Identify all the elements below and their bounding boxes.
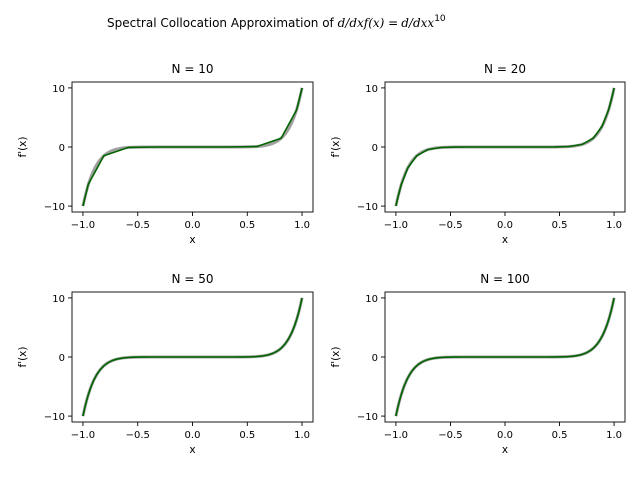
y-tick-label: 10 xyxy=(52,84,65,95)
subplot-title: N = 10 xyxy=(172,62,214,76)
x-tick-label: −1.0 xyxy=(71,220,95,231)
y-tick-label: −10 xyxy=(44,412,65,423)
subplot-title: N = 100 xyxy=(480,272,530,286)
y-tick-label: 10 xyxy=(365,84,378,95)
y-tick-label: −10 xyxy=(357,412,378,423)
y-tick-label: −10 xyxy=(44,202,65,213)
y-tick-label: 0 xyxy=(372,353,378,364)
figure-title-derivative: d/dx xyxy=(338,16,364,30)
y-axis-label: f'(x) xyxy=(17,137,29,158)
y-axis-label: f'(x) xyxy=(17,347,29,368)
x-tick-label: 1.0 xyxy=(606,430,622,441)
x-tick-label: 1.0 xyxy=(606,220,622,231)
y-tick-label: 10 xyxy=(365,294,378,305)
y-axis-label: f'(x) xyxy=(330,347,342,368)
x-axis-label: x xyxy=(502,444,508,456)
figure-title-derivative-2: d/dx xyxy=(401,16,427,30)
x-tick-label: −1.0 xyxy=(71,430,95,441)
figure-title-exponent: 10 xyxy=(434,14,446,24)
x-tick-label: 1.0 xyxy=(294,220,310,231)
x-tick-label: 0.5 xyxy=(552,430,568,441)
x-axis-label: x xyxy=(189,444,195,456)
x-tick-label: 0.0 xyxy=(185,220,201,231)
x-tick-label: 0.0 xyxy=(497,220,513,231)
figure-title-f: f(x) = xyxy=(363,16,398,30)
spectral-approximation-line xyxy=(395,297,615,417)
y-tick-label: 0 xyxy=(59,353,65,364)
y-tick-label: 0 xyxy=(59,143,65,154)
subplot-title: N = 50 xyxy=(172,272,214,286)
x-tick-label: 0.5 xyxy=(552,220,568,231)
subplot-title: N = 20 xyxy=(484,62,526,76)
x-tick-label: −0.5 xyxy=(438,430,462,441)
x-tick-label: 0.5 xyxy=(239,430,255,441)
x-axis-label: x xyxy=(502,234,508,246)
x-tick-label: −1.0 xyxy=(384,430,408,441)
figure-title-text: Spectral Collocation Approximation of xyxy=(107,16,338,30)
y-tick-label: 10 xyxy=(52,294,65,305)
x-tick-label: 1.0 xyxy=(294,430,310,441)
subplot-1: −1.0 −0.5 0.0 0.5 1.0 −10 0 10 N = 10 x f'(x) xyxy=(17,62,314,246)
x-tick-label: −1.0 xyxy=(384,220,408,231)
spectral-approximation-line xyxy=(82,87,303,207)
x-tick-label: −0.5 xyxy=(438,220,462,231)
y-axis-label: f'(x) xyxy=(330,137,342,158)
x-tick-label: 0.0 xyxy=(497,430,513,441)
subplot-3: −1.0 −0.5 0.0 0.5 1.0 −10 0 10 N = 50 x f'(x) xyxy=(17,272,314,456)
spectral-approximation-line xyxy=(82,297,303,417)
figure-title: Spectral Collocation Approximation of d/… xyxy=(107,14,446,30)
subplot-4: −1.0 −0.5 0.0 0.5 1.0 −10 0 10 N = 100 x f'(x) xyxy=(330,272,626,456)
x-tick-label: −0.5 xyxy=(126,220,150,231)
x-tick-label: −0.5 xyxy=(126,430,150,441)
y-tick-label: −10 xyxy=(357,202,378,213)
y-tick-label: 0 xyxy=(372,143,378,154)
x-tick-label: 0.5 xyxy=(239,220,255,231)
spectral-approximation-line xyxy=(395,87,615,207)
subplot-2: −1.0 −0.5 0.0 0.5 1.0 −10 0 10 N = 20 x f'(x) xyxy=(330,62,626,246)
x-axis-label: x xyxy=(189,234,195,246)
figure-title-x: x xyxy=(427,16,434,30)
x-tick-label: 0.0 xyxy=(185,430,201,441)
